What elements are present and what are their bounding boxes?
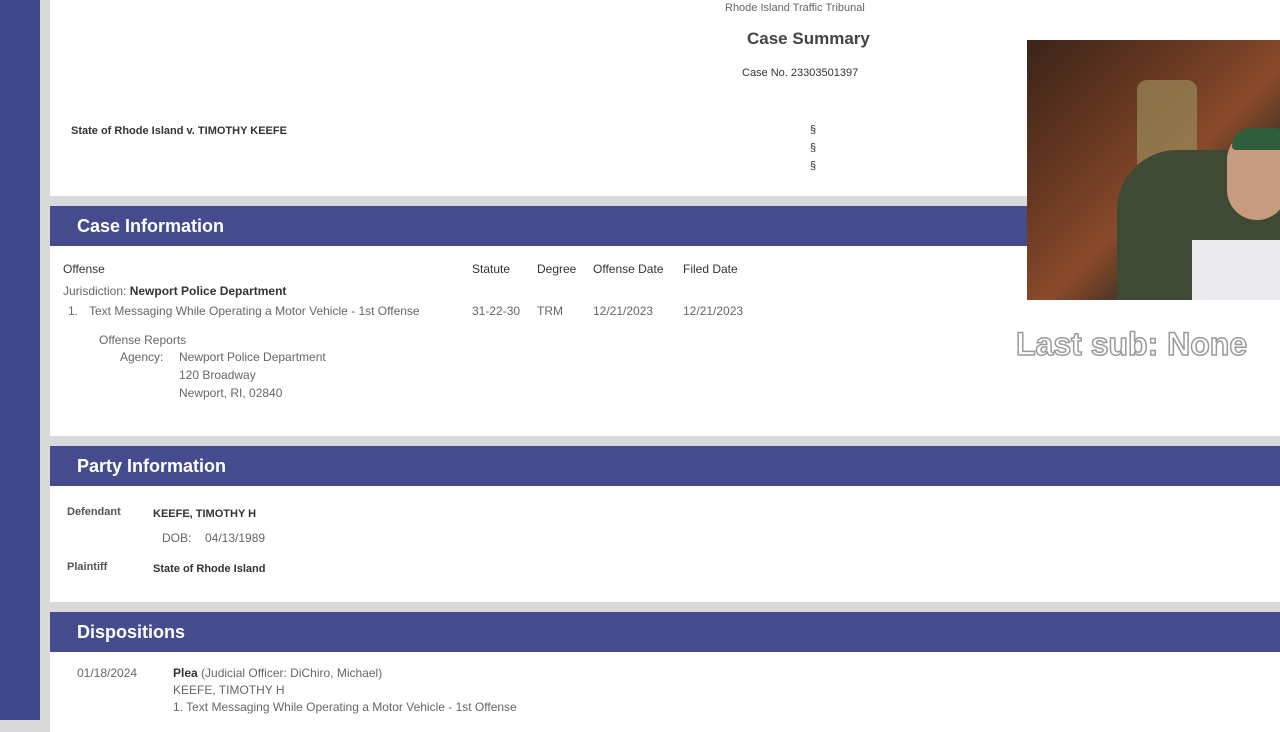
agency-name: Newport Police Department <box>179 350 326 364</box>
degree: TRM <box>537 304 563 318</box>
offense-date: 12/21/2023 <box>593 304 654 318</box>
defendant-name: KEEFE, TIMOTHY H <box>153 508 257 520</box>
dispositions-card: 01/18/2024 Plea (Judicial Officer: DiChi… <box>50 652 1280 732</box>
column-header: Offense Date <box>593 262 664 276</box>
last-sub-overlay: Last sub: None <box>1015 325 1248 363</box>
offense-number: 1. <box>68 304 79 318</box>
disposition-date: 01/18/2024 <box>77 666 138 680</box>
party-information-card: Defendant KEEFE, TIMOTHY H DOB: 04/13/19… <box>50 486 1280 602</box>
case-caption: State of Rhode Island v. TIMOTHY KEEFE <box>71 125 287 137</box>
dispositions-header: Dispositions <box>50 612 1280 652</box>
agency-address: 120 Broadway <box>179 368 256 382</box>
section-mark: § <box>810 142 817 154</box>
dob-value: 04/13/1989 <box>205 531 266 545</box>
agency-label: Agency: <box>120 350 164 364</box>
jurisdiction-value: Newport Police Department <box>129 284 287 298</box>
column-header: Degree <box>537 262 577 276</box>
disposition-party: KEEFE, TIMOTHY H <box>173 683 285 697</box>
section-mark: § <box>810 124 817 136</box>
column-header: Filed Date <box>683 262 738 276</box>
webcam-overlay <box>1027 40 1280 300</box>
disposition-type: Plea <box>173 666 198 680</box>
case-number: Case No. 23303501397 <box>742 67 859 79</box>
dob-label: DOB: <box>162 531 192 545</box>
agency-city: Newport, RI, 02840 <box>179 386 283 400</box>
court-name: Rhode Island Traffic Tribunal <box>725 2 865 14</box>
offense-name: Text Messaging While Operating a Motor V… <box>89 304 420 318</box>
left-sidebar <box>0 0 40 720</box>
offense-reports-label: Offense Reports <box>99 333 187 347</box>
statute: 31-22-30 <box>472 304 521 318</box>
judicial-officer: (Judicial Officer: DiChiro, Michael) <box>201 666 383 680</box>
page-title: Case Summary <box>747 29 870 48</box>
defendant-label: Defendant <box>67 506 121 518</box>
column-header: Offense <box>63 262 105 276</box>
plaintiff-label: Plaintiff <box>67 561 108 573</box>
disposition-charge: 1. Text Messaging While Operating a Moto… <box>173 700 517 714</box>
section-mark: § <box>810 160 817 172</box>
party-information-header: Party Information <box>50 446 1280 486</box>
plaintiff-name: State of Rhode Island <box>153 563 266 575</box>
column-header: Statute <box>472 262 511 276</box>
jurisdiction-label: Jurisdiction: <box>63 284 127 298</box>
filed-date: 12/21/2023 <box>683 304 744 318</box>
